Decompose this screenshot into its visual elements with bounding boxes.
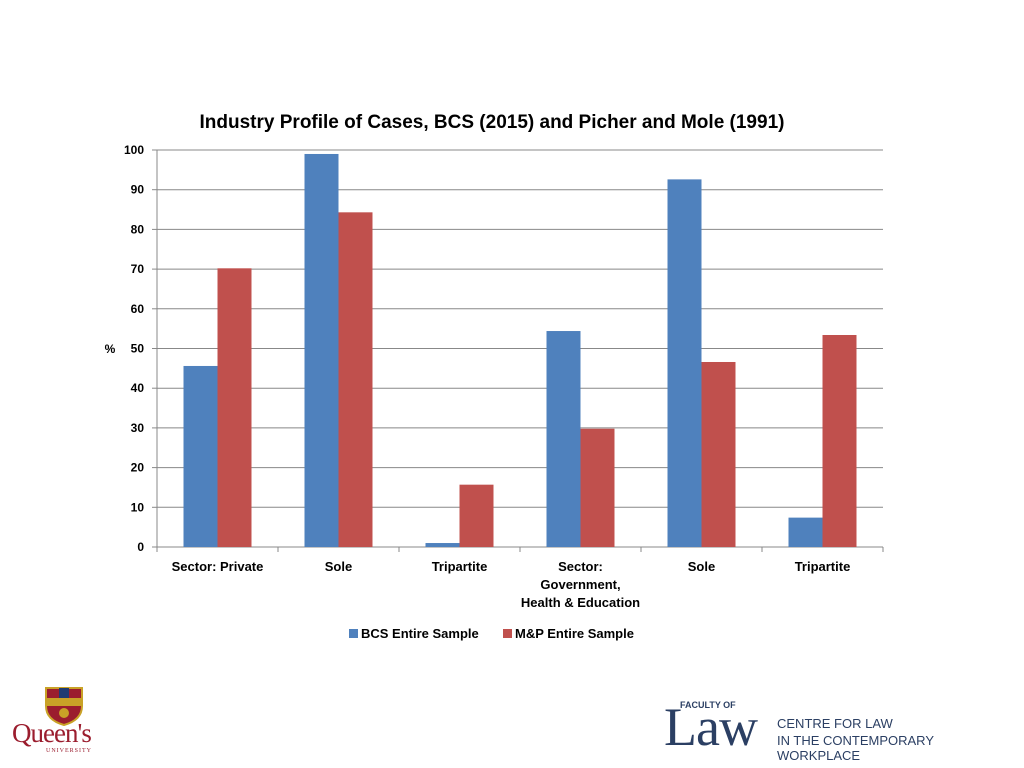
law-wordmark: Law [664, 697, 758, 757]
chart: Industry Profile of Cases, BCS (2015) an… [105, 112, 884, 641]
law-faculty-label: FACULTY OF [680, 700, 736, 710]
law-centre-line-2: IN THE CONTEMPORARY WORKPLACE [777, 733, 934, 763]
y-axis-label: % [105, 342, 116, 356]
bar [546, 331, 581, 547]
x-tick-label: Sole [325, 559, 352, 574]
x-tick-label: Sector: [558, 559, 603, 574]
y-tick-label: 80 [131, 222, 145, 236]
y-tick-label: 40 [131, 381, 145, 395]
legend-label: M&P Entire Sample [515, 626, 634, 641]
bar [701, 361, 736, 547]
y-tick-label: 70 [131, 262, 145, 276]
queens-university-logo: Queen's UNIVERSITY [12, 686, 114, 756]
y-tick-label: 100 [124, 143, 144, 157]
legend-swatch [503, 629, 512, 638]
bar [338, 212, 373, 548]
bar [304, 153, 339, 547]
bar [667, 179, 702, 548]
chart-title: Industry Profile of Cases, BCS (2015) an… [200, 112, 785, 133]
x-tick-label: Tripartite [795, 559, 851, 574]
x-tick-label: Tripartite [432, 559, 488, 574]
legend-label: BCS Entire Sample [361, 626, 479, 641]
x-tick-label: Sector: Private [172, 559, 264, 574]
legend: BCS Entire Sample M&P Entire Sample [349, 626, 634, 641]
y-tick-label: 50 [131, 342, 145, 356]
bar [459, 484, 494, 547]
y-tick-label: 10 [131, 500, 145, 514]
y-tick-label: 0 [137, 540, 144, 554]
bar [217, 268, 252, 547]
x-tick-label: Sole [688, 559, 715, 574]
y-axis-ticks: 0 10 20 30 40 50 60 70 80 90 100 [124, 143, 144, 554]
faculty-of-law-logo: Law FACULTY OF CENTRE FOR LAW IN THE CON… [664, 697, 1004, 763]
law-centre-line-1: CENTRE FOR LAW [777, 716, 893, 731]
x-tick-label: Government, [540, 577, 620, 592]
bars [183, 153, 857, 548]
y-tick-label: 90 [131, 183, 145, 197]
bar [425, 543, 460, 547]
legend-swatch [349, 629, 358, 638]
queens-name: Queen's [12, 718, 92, 748]
grid [152, 149, 884, 552]
bar [788, 517, 823, 547]
crest-icon [45, 687, 83, 726]
bar [580, 428, 615, 547]
y-tick-label: 20 [131, 461, 145, 475]
queens-subtitle: UNIVERSITY [46, 748, 92, 754]
bar [183, 365, 218, 547]
x-axis-labels: Sector: Private Sole Tripartite Sector: Gove… [172, 559, 851, 610]
x-tick-label: Health & Education [521, 595, 640, 610]
y-tick-label: 30 [131, 421, 145, 435]
bar [822, 335, 857, 547]
y-tick-label: 60 [131, 302, 145, 316]
